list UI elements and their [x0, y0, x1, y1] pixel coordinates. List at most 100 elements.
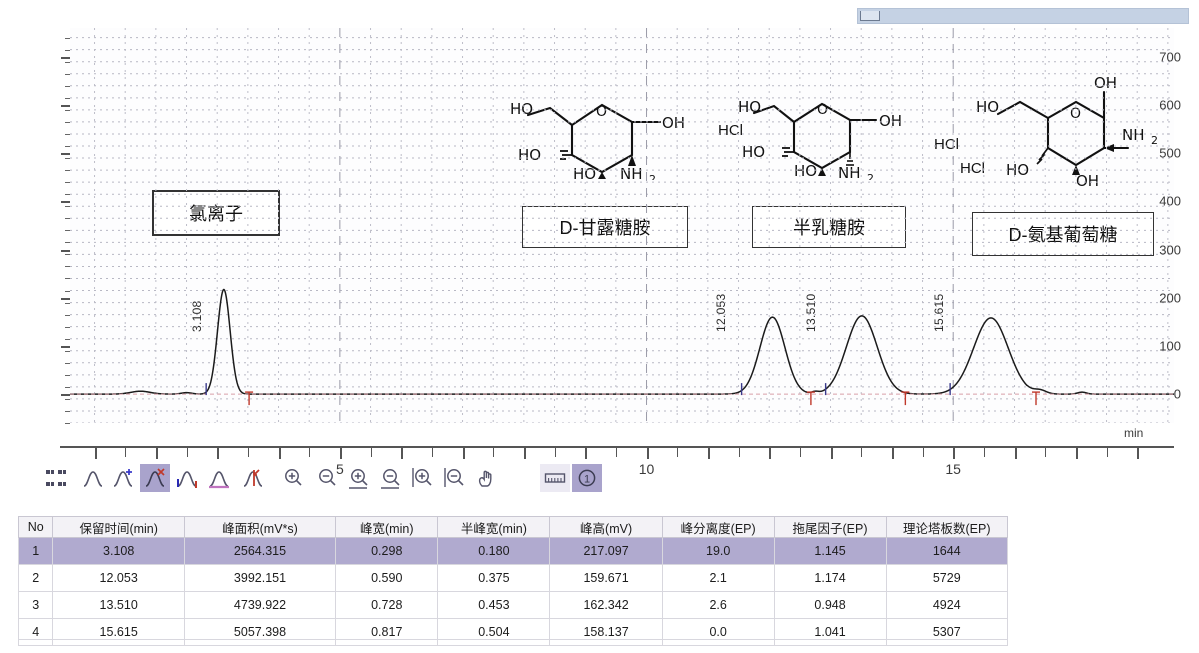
table-cell-area: 3992.151: [183, 564, 337, 592]
y-axis-minor-tick: [65, 133, 70, 135]
table-header-cell[interactable]: No: [17, 516, 54, 538]
svg-text:OH: OH: [1094, 74, 1117, 92]
svg-text:O: O: [596, 104, 607, 120]
y-axis-minor-tick: [65, 423, 70, 424]
svg-text:HO: HO: [742, 143, 765, 161]
delete-peak-icon[interactable]: [140, 464, 170, 492]
y-axis-minor-tick: [65, 73, 70, 75]
table-cell-tailing: 0.948: [773, 591, 887, 619]
svg-text:HO: HO: [510, 100, 533, 118]
svg-text:HO: HO: [976, 98, 999, 116]
y-axis-minor-tick: [65, 266, 70, 268]
y-axis-tick: [61, 297, 70, 300]
table-header-cell[interactable]: 峰面积(mV*s): [183, 516, 337, 538]
x-axis-tick: [401, 448, 404, 459]
chromatogram-trace: [70, 28, 1174, 423]
table-cell-no: 2: [17, 564, 54, 592]
table-header-cell[interactable]: 峰宽(min): [335, 516, 439, 538]
x-axis-minor-tick: [738, 448, 740, 457]
y-axis-minor-tick: [65, 386, 70, 388]
peak-icon[interactable]: [78, 464, 108, 492]
zoom-out-y-icon[interactable]: [440, 464, 470, 492]
y-axis-tick: [61, 56, 70, 59]
zoom-in-icon[interactable]: [278, 464, 308, 492]
ruler-icon: [544, 473, 566, 483]
zoom-out-x-icon[interactable]: [376, 464, 406, 492]
y-axis-tick: [61, 249, 70, 252]
zoom-out-y-icon: [444, 468, 464, 487]
table-cell-no: 4: [17, 618, 54, 646]
y-axis-tick-label: 300: [1159, 242, 1181, 258]
y-axis-minor-tick: [65, 97, 70, 99]
svg-text:HO: HO: [1006, 161, 1029, 179]
x-axis-minor-tick: [370, 448, 372, 457]
table-cell-tailing: 1.145: [773, 537, 887, 565]
zoom-in-x-icon[interactable]: [344, 464, 374, 492]
annotation-chloride[interactable]: 氯离子: [152, 190, 280, 236]
table-cell-hwidth: 0.375: [437, 564, 551, 592]
zoom-in-y-icon[interactable]: [408, 464, 438, 492]
table-row[interactable]: 2 12.053 3992.151 0.590 0.375 159.671 2.1 1.174…: [17, 564, 1008, 592]
zoom-out-x-icon: [381, 469, 400, 489]
table-cell-width: 0.817: [335, 618, 439, 646]
table-bottom-border: [18, 639, 1008, 640]
y-axis-minor-tick: [65, 314, 70, 316]
table-cell-hwidth: 0.453: [437, 591, 551, 619]
y-axis-minor-tick: [65, 242, 70, 244]
annotation-d-mannosamine[interactable]: D-甘露糖胺: [522, 206, 688, 248]
annotation-d-glucosamine[interactable]: D-氨基葡萄糖: [972, 212, 1154, 256]
y-axis-minor-tick: [65, 85, 70, 87]
peak-baseline-icon[interactable]: [204, 464, 234, 492]
structure-d-mannosamine-hcl: HO HO HO OH NH 2 O HCl: [510, 60, 760, 180]
zoom-in-icon: [285, 469, 302, 486]
x-axis-tick: [339, 448, 342, 459]
table-header-cell[interactable]: 半峰宽(min): [437, 516, 551, 538]
horizontal-scrollbar[interactable]: [857, 8, 1189, 24]
y-axis-minor-tick: [65, 194, 70, 196]
peak-split-icon[interactable]: [238, 464, 268, 492]
table-cell-plates: 1644: [885, 537, 1008, 565]
table-cell-no: 1: [17, 537, 54, 565]
hand-pan-icon[interactable]: [472, 464, 502, 492]
x-axis-minor-tick: [125, 448, 127, 457]
svg-text:OH: OH: [879, 112, 902, 130]
x-axis-tick: [585, 448, 588, 459]
table-header-cell[interactable]: 拖尾因子(EP): [773, 516, 887, 538]
scrollbar-thumb[interactable]: [860, 11, 880, 21]
table-header-cell[interactable]: 峰分离度(EP): [661, 516, 775, 538]
x-axis-tick: [891, 448, 894, 459]
y-axis-minor-tick: [65, 230, 70, 232]
x-axis-minor-tick: [615, 448, 617, 457]
plot-area[interactable]: HO HO HO OH NH 2 O HCl: [70, 28, 1174, 423]
svg-text:O: O: [817, 102, 828, 118]
channel-one-icon[interactable]: 1: [572, 464, 602, 492]
y-axis-minor-tick: [65, 146, 70, 148]
chart-toolbar[interactable]: 1: [0, 458, 1199, 508]
table-row[interactable]: 1 3.108 2564.315 0.298 0.180 217.097 19.0 1.145…: [17, 537, 1008, 565]
annotation-galactosamine[interactable]: 半乳糖胺: [752, 206, 906, 248]
y-axis-minor-tick: [65, 398, 70, 400]
table-row[interactable]: 3 13.510 4739.922 0.728 0.453 162.342 2.6 0.948…: [17, 591, 1008, 619]
select-all-peaks-icon[interactable]: [40, 464, 70, 492]
peak-start-marker-icon[interactable]: [172, 464, 202, 492]
x-axis-minor-tick: [1045, 448, 1047, 457]
x-axis-tick: [217, 448, 220, 459]
table-cell-rt: 12.053: [52, 564, 185, 592]
add-peak-icon[interactable]: [108, 464, 138, 492]
table-cell-hwidth: 0.504: [437, 618, 551, 646]
svg-text:NH: NH: [1122, 126, 1145, 144]
peak-icon: [83, 471, 103, 487]
table-cell-resolution: 19.0: [661, 537, 775, 565]
ruler-icon[interactable]: [540, 464, 570, 492]
y-axis-tick: [61, 394, 70, 397]
table-header-cell[interactable]: 理论塔板数(EP): [885, 516, 1008, 538]
table-row[interactable]: 4 15.615 5057.398 0.817 0.504 158.137 0.0 1.041…: [17, 618, 1008, 646]
x-axis-tick: [278, 448, 281, 459]
x-axis-minor-tick: [1106, 448, 1108, 457]
table-header-cell[interactable]: 峰高(mV): [549, 516, 663, 538]
svg-text:HO: HO: [738, 98, 761, 116]
table-header-cell[interactable]: 保留时间(min): [52, 516, 185, 538]
peak-results-table[interactable]: No 保留时间(min) 峰面积(mV*s) 峰宽(min) 半峰宽(min) 峰高(mV…: [17, 516, 1008, 646]
zoom-out-icon[interactable]: [312, 464, 342, 492]
